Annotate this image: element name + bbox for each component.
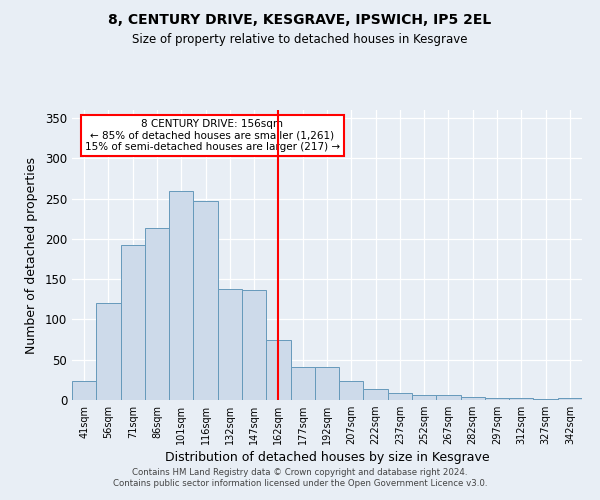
Bar xyxy=(72,382,96,400)
Bar xyxy=(436,395,461,400)
Text: 8, CENTURY DRIVE, KESGRAVE, IPSWICH, IP5 2EL: 8, CENTURY DRIVE, KESGRAVE, IPSWICH, IP5… xyxy=(109,12,491,26)
Bar xyxy=(266,340,290,400)
Bar xyxy=(290,367,315,400)
Bar xyxy=(533,399,558,400)
Bar xyxy=(242,290,266,400)
X-axis label: Distribution of detached houses by size in Kesgrave: Distribution of detached houses by size … xyxy=(164,452,490,464)
Bar xyxy=(96,304,121,400)
Bar xyxy=(315,367,339,400)
Text: Contains HM Land Registry data © Crown copyright and database right 2024.
Contai: Contains HM Land Registry data © Crown c… xyxy=(113,468,487,487)
Bar xyxy=(169,190,193,400)
Bar xyxy=(193,201,218,400)
Bar xyxy=(461,397,485,400)
Bar xyxy=(485,398,509,400)
Bar xyxy=(412,395,436,400)
Bar xyxy=(558,398,582,400)
Bar xyxy=(339,380,364,400)
Bar xyxy=(145,228,169,400)
Bar xyxy=(364,388,388,400)
Bar xyxy=(509,398,533,400)
Text: Size of property relative to detached houses in Kesgrave: Size of property relative to detached ho… xyxy=(132,32,468,46)
Bar xyxy=(218,289,242,400)
Bar xyxy=(121,244,145,400)
Y-axis label: Number of detached properties: Number of detached properties xyxy=(25,156,38,354)
Text: 8 CENTURY DRIVE: 156sqm
← 85% of detached houses are smaller (1,261)
15% of semi: 8 CENTURY DRIVE: 156sqm ← 85% of detache… xyxy=(85,118,340,152)
Bar xyxy=(388,393,412,400)
